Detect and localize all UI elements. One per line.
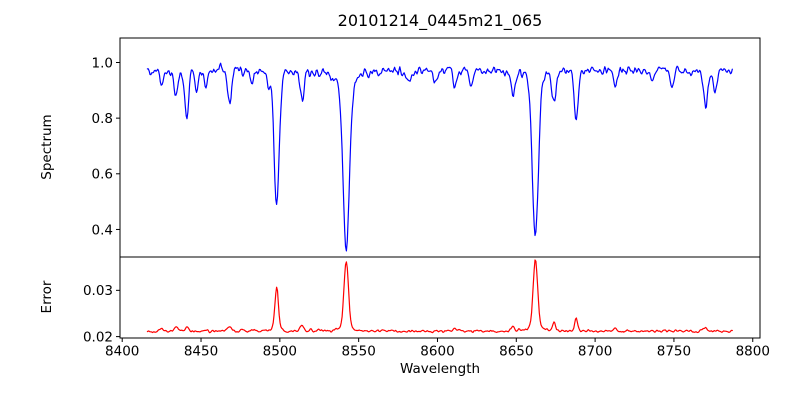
x-tick-label: 8500: [263, 344, 297, 360]
x-tick-label: 8550: [341, 344, 375, 360]
x-tick-label: 8750: [657, 344, 691, 360]
x-tick-label: 8450: [184, 344, 218, 360]
wavelength-axis-label: Wavelength: [399, 361, 481, 377]
x-tick-label: 8700: [578, 344, 612, 360]
spectrum-line: [146, 62, 733, 252]
x-tick-label: 8800: [736, 344, 770, 360]
y-tick-label: 0.4: [92, 222, 113, 238]
y-tick-label: 1.0: [92, 55, 113, 71]
y-tick-label: 0.8: [92, 111, 113, 127]
y-tick-label: 0.6: [92, 167, 113, 183]
x-tick-label: 8600: [420, 344, 454, 360]
x-tick-label: 8650: [499, 344, 533, 360]
error-line: [146, 259, 733, 334]
y-tick-label: 0.02: [83, 329, 113, 345]
error-panel-frame: [119, 256, 761, 339]
chart-title: 20101214_0445m21_065: [337, 11, 543, 30]
y-tick-label: 0.03: [83, 283, 113, 299]
x-tick-label: 8400: [105, 344, 139, 360]
